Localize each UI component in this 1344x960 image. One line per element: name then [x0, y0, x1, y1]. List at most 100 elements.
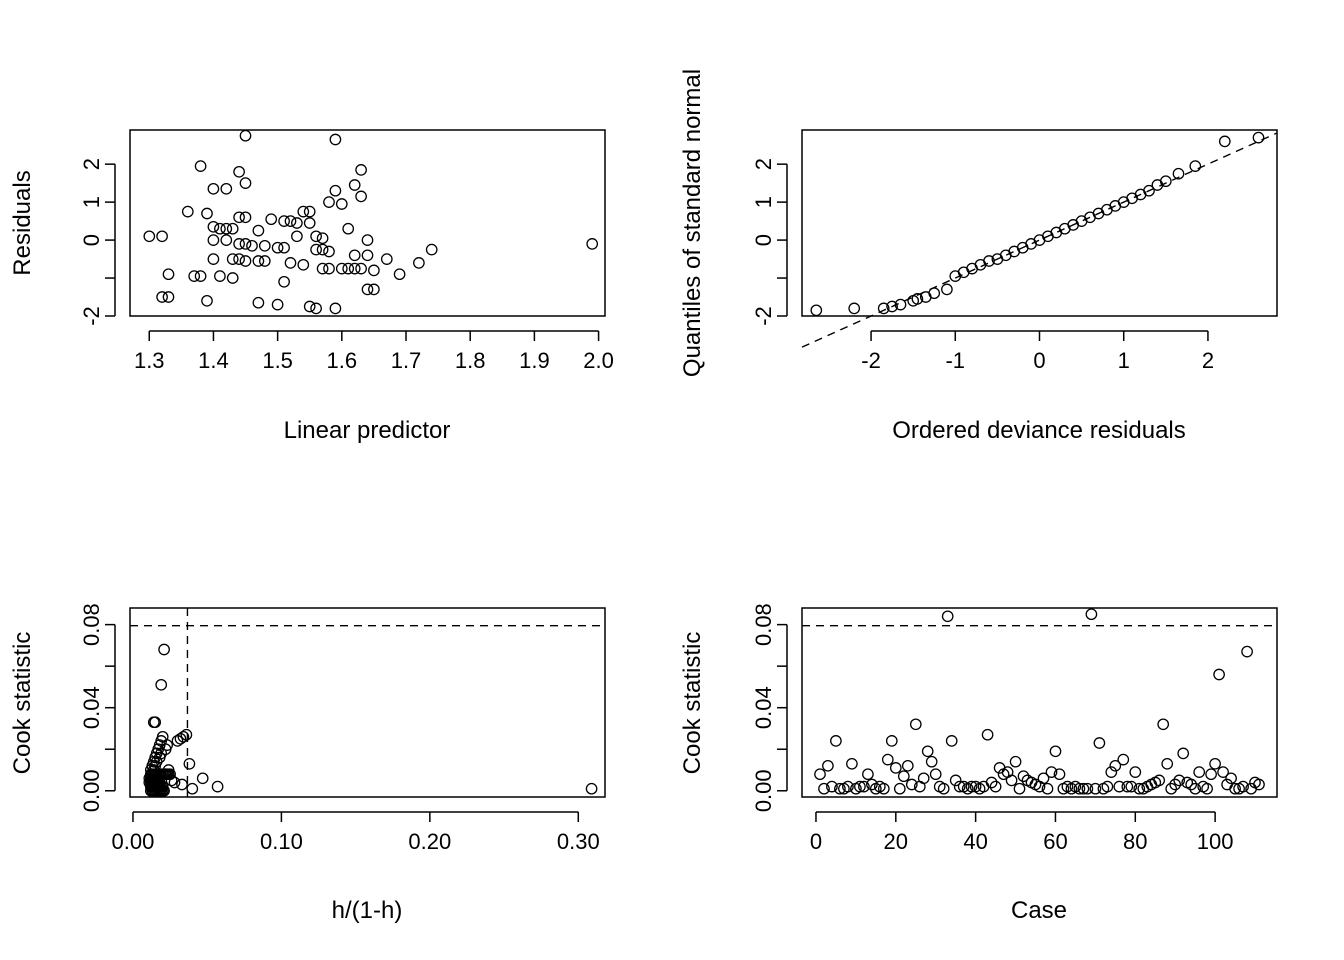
data-point [342, 262, 355, 275]
x-tick-label: 0.10 [260, 829, 303, 854]
data-point [143, 230, 156, 243]
data-point [168, 776, 181, 789]
data-point [877, 302, 890, 315]
data-point [271, 298, 284, 311]
data-point [1189, 782, 1202, 795]
data-point [252, 224, 265, 237]
x-tick-label: 100 [1197, 829, 1234, 854]
data-point [1237, 780, 1249, 793]
data-point [348, 262, 361, 275]
data-point [1037, 772, 1050, 785]
data-point [586, 238, 599, 250]
data-point [207, 234, 220, 246]
data-point [983, 255, 995, 267]
data-point [894, 298, 907, 311]
x-tick-label: 60 [1043, 829, 1067, 854]
y-axis-title: Cook statistic [9, 632, 36, 775]
data-point [180, 728, 193, 741]
y-tick-label: 2 [751, 158, 776, 170]
y-axis-title: Quantiles of standard normal [679, 69, 706, 377]
data-point [893, 782, 906, 795]
data-point [814, 768, 826, 781]
x-axis: 1.3 1.4 1.5 1.6 1.7 1.8 1.9 2.0 [134, 330, 614, 373]
data-point [1121, 780, 1134, 793]
data-point [901, 759, 914, 772]
data-point [156, 291, 168, 303]
y-tick-label: 0.00 [751, 769, 776, 812]
data-point [1109, 759, 1122, 772]
data-point [826, 780, 838, 793]
data-point [233, 211, 245, 224]
data-point [316, 232, 329, 245]
data-point [380, 253, 393, 265]
data-point [323, 196, 335, 208]
data-point [1129, 766, 1142, 778]
data-points [143, 643, 598, 797]
data-point [905, 778, 918, 791]
data-point [348, 179, 361, 191]
data-point [278, 241, 290, 254]
data-point [858, 780, 870, 793]
data-point [291, 230, 303, 243]
data-point [297, 258, 310, 271]
data-point [1217, 766, 1229, 778]
data-point [1173, 774, 1186, 787]
data-point [941, 610, 954, 623]
data-point [246, 239, 258, 252]
data-point [174, 732, 187, 745]
panel-cook-vs-leverage: 0.00 0.10 0.20 0.30 0.00 0.04 0.08 h/(1-h) Co… [9, 603, 606, 924]
data-point [1053, 768, 1066, 781]
y-tick-label: -2 [751, 306, 776, 326]
data-point [220, 182, 233, 195]
data-point [1241, 645, 1253, 658]
data-point [162, 268, 175, 281]
data-point [271, 241, 284, 254]
data-point [303, 217, 316, 229]
y-tick-label: 2 [79, 158, 104, 170]
data-point [1165, 782, 1178, 795]
data-point [1225, 772, 1237, 785]
data-point [368, 283, 380, 296]
data-point [335, 198, 348, 210]
x-tick-label: 1.3 [134, 348, 165, 373]
y-tick-label: 0 [79, 234, 104, 246]
x-tick-label: 40 [963, 829, 987, 854]
data-point [1253, 778, 1265, 791]
data-point [355, 190, 367, 203]
data-point [921, 745, 934, 758]
data-point [937, 782, 950, 795]
data-point [1105, 766, 1118, 778]
data-point [355, 164, 367, 176]
data-point [171, 735, 184, 747]
y-tick-label: 0 [751, 234, 776, 246]
data-point [1229, 782, 1241, 795]
data-point [226, 222, 239, 235]
data-point [1073, 782, 1086, 795]
data-point [834, 782, 846, 795]
data-point [1201, 782, 1213, 795]
data-point [929, 768, 942, 781]
x-tick-label: 0.20 [408, 829, 451, 854]
data-point [239, 211, 252, 224]
data-point [291, 217, 303, 229]
data-point [310, 230, 322, 243]
data-point [155, 678, 168, 691]
data-point [1157, 718, 1170, 731]
reference-lines [801, 132, 1278, 348]
data-point [303, 205, 316, 218]
data-point [1218, 135, 1231, 148]
data-point [258, 239, 271, 252]
x-axis-title: h/(1-h) [332, 897, 403, 924]
data-point [183, 757, 196, 770]
y-axis-title: Cook statistic [679, 632, 706, 775]
y-tick-label: 0.04 [79, 686, 104, 729]
data-point [329, 184, 342, 197]
data-point [211, 780, 224, 793]
x-axis-title: Ordered deviance residuals [892, 417, 1186, 444]
data-point [162, 764, 175, 776]
data-point [877, 782, 890, 795]
x-tick-label: -2 [861, 348, 881, 373]
data-point [310, 302, 322, 315]
y-axis: 0.00 0.04 0.08 [751, 603, 788, 812]
data-point [361, 283, 374, 296]
